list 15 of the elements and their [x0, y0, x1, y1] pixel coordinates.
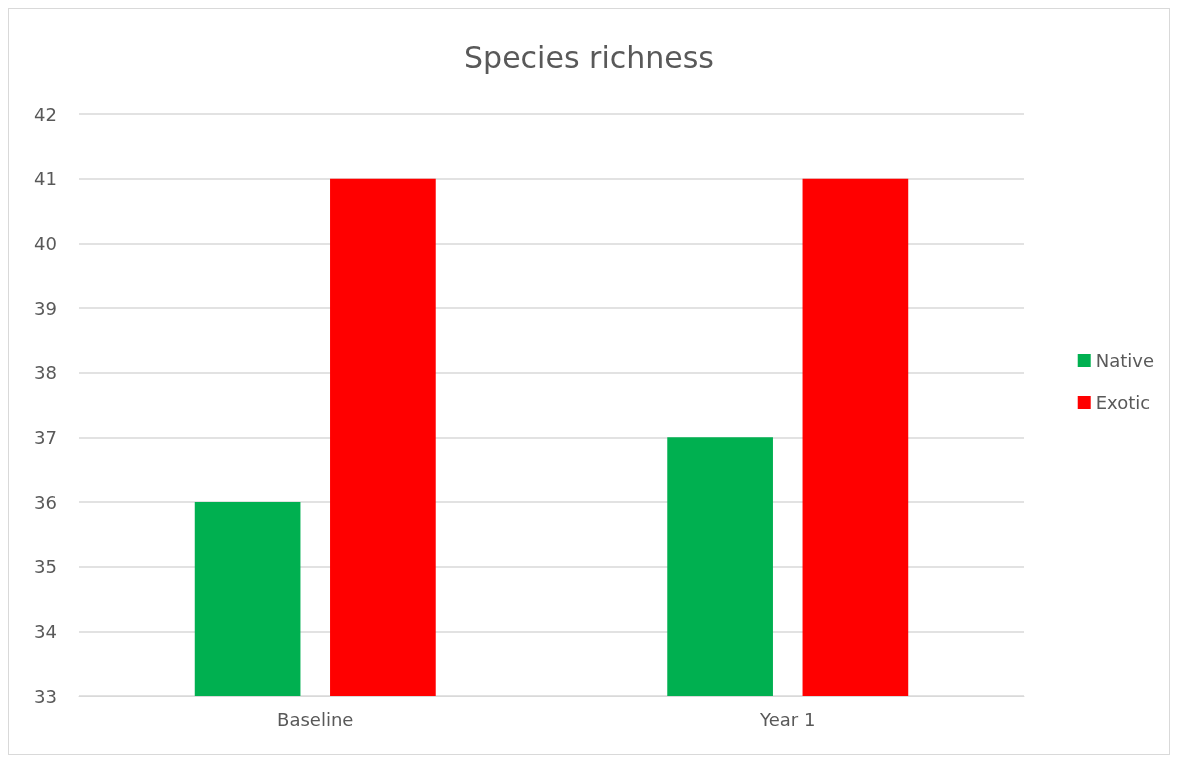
legend-label: Exotic — [1095, 392, 1151, 413]
y-tick-label: 40 — [34, 232, 57, 254]
y-tick-label: 35 — [34, 556, 57, 578]
y-tick-label: 33 — [34, 685, 57, 707]
y-tick-label: 39 — [34, 297, 57, 319]
y-tick-label: 41 — [34, 168, 57, 190]
chart-title: Species richness — [464, 39, 714, 75]
y-tick-label: 34 — [34, 620, 57, 642]
x-tick-label: Baseline — [277, 708, 354, 730]
y-tick-label: 38 — [34, 362, 57, 384]
y-tick-label: 37 — [34, 426, 57, 448]
y-tick-label: 36 — [34, 491, 57, 513]
y-tick-label: 42 — [34, 103, 57, 125]
legend-label: Native — [1095, 350, 1154, 371]
x-tick-label: Year 1 — [759, 708, 816, 730]
